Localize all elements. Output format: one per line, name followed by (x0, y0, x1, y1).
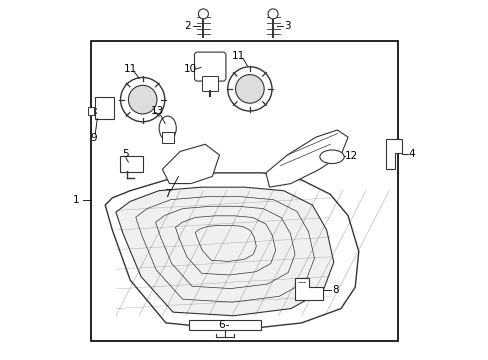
Text: 6: 6 (218, 320, 224, 330)
Ellipse shape (159, 116, 176, 140)
FancyBboxPatch shape (162, 132, 173, 143)
Text: 5: 5 (122, 149, 129, 159)
Polygon shape (294, 278, 323, 300)
Text: 4: 4 (407, 149, 414, 159)
Ellipse shape (319, 150, 344, 163)
Text: 1: 1 (73, 195, 80, 204)
Text: 12: 12 (344, 151, 357, 161)
Text: 8: 8 (332, 285, 338, 295)
Text: 11: 11 (124, 64, 137, 73)
Text: 10: 10 (183, 64, 196, 74)
FancyBboxPatch shape (87, 107, 94, 115)
Text: 13: 13 (150, 107, 163, 116)
FancyBboxPatch shape (202, 76, 218, 91)
FancyBboxPatch shape (95, 97, 114, 118)
Circle shape (227, 67, 271, 111)
FancyBboxPatch shape (194, 52, 225, 81)
Text: 9: 9 (90, 133, 97, 143)
Circle shape (128, 85, 157, 114)
Circle shape (121, 77, 164, 122)
Polygon shape (265, 130, 347, 187)
Text: 11: 11 (231, 51, 244, 61)
Text: 7: 7 (164, 189, 171, 199)
Circle shape (267, 9, 278, 19)
FancyBboxPatch shape (120, 157, 143, 172)
FancyBboxPatch shape (91, 41, 397, 341)
Circle shape (235, 75, 264, 103)
Circle shape (198, 9, 208, 19)
Text: 3: 3 (284, 21, 290, 31)
Polygon shape (189, 320, 260, 330)
Polygon shape (116, 187, 333, 316)
Text: 2: 2 (183, 21, 190, 31)
Polygon shape (105, 173, 358, 330)
Polygon shape (385, 139, 401, 169)
Polygon shape (162, 144, 219, 184)
